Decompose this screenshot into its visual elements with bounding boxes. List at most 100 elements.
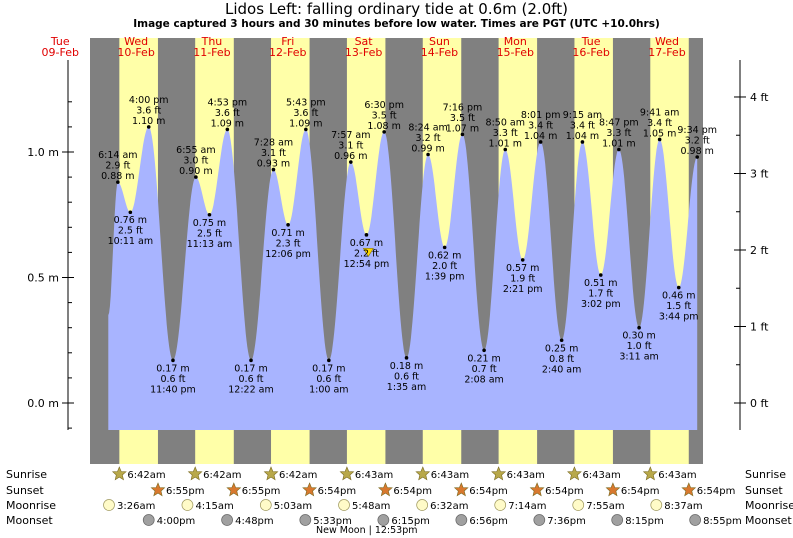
sunrise-icon <box>491 466 507 481</box>
sunset-time: 6:54pm <box>469 486 508 497</box>
moonrise-time: 7:55am <box>586 501 624 512</box>
sunrise-icon <box>642 466 658 481</box>
extreme-ft-label: 3.0 ft <box>183 156 208 167</box>
row-label-right: Sunrise <box>745 468 786 481</box>
extreme-m-label: 1.07 m <box>446 123 479 134</box>
sunset-icon <box>226 482 242 497</box>
day-name: Sat <box>355 35 374 48</box>
new-moon-label: New Moon | 12:53pm <box>316 525 418 536</box>
axes: 0.0 m 0.5 m 1.0 m 0 ft 1 ft 2 ft 3 ft 4 ft <box>27 60 769 430</box>
left-tick-label: 1.0 m <box>27 146 59 159</box>
extreme-ft-label: 0.6 ft <box>160 374 185 385</box>
extreme-point <box>349 160 353 164</box>
row-label-left: Sunrise <box>6 468 47 481</box>
extreme-m-label: 0.99 m <box>411 144 444 155</box>
extreme-m-label: 0.17 m <box>234 363 267 374</box>
extreme-point <box>637 325 641 330</box>
extreme-time-label: 2:08 am <box>464 374 503 385</box>
sunset-time: 6:55pm <box>166 486 205 497</box>
extreme-point <box>286 222 290 227</box>
extreme-ft-label: 2.2 ft <box>354 248 379 259</box>
extreme-time-label: 8:50 am <box>486 117 525 128</box>
moonrise-icon <box>103 499 115 511</box>
extreme-time-label: 2:40 am <box>542 364 581 375</box>
day-name: Thu <box>201 35 223 48</box>
extreme-ft-label: 2.5 ft <box>197 228 222 239</box>
sunset-icon <box>150 482 166 497</box>
extreme-time-label: 1:39 pm <box>425 271 465 282</box>
extreme-time-label: 8:47 pm <box>599 117 639 128</box>
extreme-ft-label: 1.5 ft <box>666 301 691 312</box>
moonset-time: 4:00pm <box>157 516 196 527</box>
moonset-icon <box>142 514 155 526</box>
moonrise-time: 5:03am <box>274 501 312 512</box>
extreme-ft-label: 1.0 ft <box>627 341 652 352</box>
sunrise-icon <box>567 466 582 481</box>
extreme-ft-label: 2.5 ft <box>118 226 143 237</box>
extreme-m-label: 1.09 m <box>289 118 322 129</box>
right-tick-label: 3 ft <box>750 167 769 180</box>
day-date: 11-Feb <box>193 46 230 59</box>
right-tick-label: 2 ft <box>750 244 769 257</box>
extreme-ft-label: 3.2 ft <box>416 133 441 144</box>
extreme-ft-label: 3.3 ft <box>606 128 631 139</box>
extreme-time-label: 4:00 pm <box>129 95 169 106</box>
moonrise-time: 4:15am <box>195 501 233 512</box>
tide-curve <box>108 126 698 431</box>
extreme-m-label: 1.09 m <box>211 118 244 129</box>
row-label-left: Moonrise <box>6 499 56 512</box>
extreme-time-label: 5:43 pm <box>286 97 326 108</box>
moonset-time: 6:56pm <box>469 516 508 527</box>
extreme-time-label: 6:14 am <box>98 150 137 161</box>
sunset-time: 6:54pm <box>545 486 584 497</box>
extreme-ft-label: 3.4 ft <box>647 118 672 129</box>
extreme-point <box>676 285 681 290</box>
extreme-point <box>364 233 369 237</box>
extreme-ft-label: 2.9 ft <box>105 161 130 172</box>
extreme-m-label: 0.90 m <box>179 166 212 177</box>
moonset-time: 8:55pm <box>703 516 742 527</box>
extreme-m-label: 0.30 m <box>622 331 655 342</box>
extreme-point <box>559 338 564 343</box>
extreme-ft-label: 3.6 ft <box>215 108 240 119</box>
day-name: Tue <box>581 35 601 48</box>
day-date: 17-Feb <box>648 46 685 59</box>
extreme-time-label: 6:55 am <box>176 145 215 156</box>
extreme-m-label: 0.21 m <box>467 353 500 364</box>
left-tick-label: 0.5 m <box>27 272 59 285</box>
extreme-point <box>271 167 276 172</box>
extreme-m-label: 0.67 m <box>350 238 383 249</box>
extreme-m-label: 1.01 m <box>602 138 635 149</box>
extreme-time-label: 7:16 pm <box>443 102 483 113</box>
extreme-point <box>695 155 700 159</box>
extreme-point <box>382 130 386 134</box>
extreme-point <box>116 180 120 184</box>
left-tick-label: 0.0 m <box>27 397 59 410</box>
extreme-time-label: 6:30 pm <box>364 100 404 111</box>
extreme-time-label: 8:24 am <box>408 123 447 134</box>
sunrise-time: 6:43am <box>582 470 620 481</box>
extreme-ft-label: 0.6 ft <box>394 371 419 382</box>
day-date: 14-Feb <box>421 46 458 59</box>
extreme-point <box>225 127 230 132</box>
sunset-time: 6:55pm <box>242 486 281 497</box>
extreme-ft-label: 3.5 ft <box>372 110 397 121</box>
chart-subtitle: Image captured 3 hours and 30 minutes be… <box>133 18 660 30</box>
extreme-point <box>503 147 508 152</box>
extreme-m-label: 0.93 m <box>257 159 290 170</box>
extreme-point <box>404 356 409 360</box>
day-date: 13-Feb <box>345 46 382 59</box>
extreme-time-label: 1:35 am <box>387 382 426 393</box>
moonrise-icon <box>181 499 194 511</box>
extreme-m-label: 0.17 m <box>312 363 345 374</box>
moonset-icon <box>455 514 468 526</box>
extreme-ft-label: 1.9 ft <box>510 273 535 284</box>
moonset-time: 6:15pm <box>391 516 430 527</box>
sun-moon-rows: Sunrise Sunrise Sunset Sunset Moonrise Moonri… <box>6 466 793 536</box>
extreme-ft-label: 3.4 ft <box>528 120 553 131</box>
sunrise-time: 6:42am <box>203 470 241 481</box>
chart-title: Lidos Left: falling ordinary tide at 0.6… <box>224 0 568 18</box>
extreme-time-label: 3:44 pm <box>659 312 699 323</box>
sunrise-icon <box>339 466 355 481</box>
